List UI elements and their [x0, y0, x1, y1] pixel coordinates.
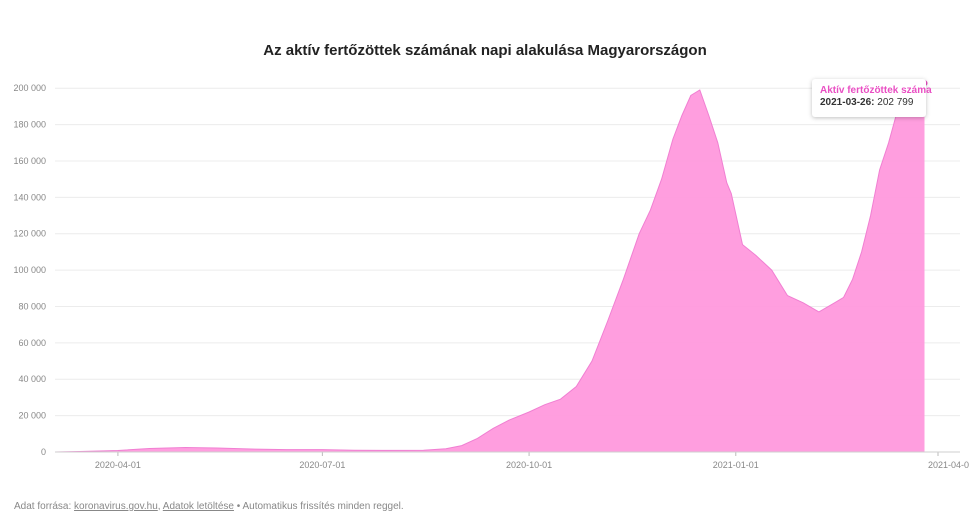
tooltip-date: 2021-03-26: — [820, 97, 875, 108]
x-tick-label: 2020-07-01 — [299, 460, 345, 470]
footer-sep: , — [157, 501, 163, 512]
y-tick-label: 60 000 — [18, 338, 46, 348]
x-axis-ticks: 2020-04-01 2020-07-01 2020-10-01 2021-01-01… — [95, 452, 969, 470]
tooltip-value: 202 799 — [877, 97, 914, 108]
tooltip-value-line: 2021-03-26: 202 799 — [820, 97, 918, 109]
footer-prefix: Adat forrása: — [14, 501, 75, 512]
chart-title: Az aktív fertőzöttek számának napi alaku… — [263, 42, 707, 59]
x-tick-label: 2021-01-01 — [713, 460, 759, 470]
y-tick-label: 160 000 — [13, 156, 46, 166]
tooltip: Aktív fertőzöttek száma 2021-03-26: 202 … — [812, 79, 932, 117]
y-tick-label: 0 — [41, 447, 46, 457]
tooltip-series-name: Aktív fertőzöttek száma — [820, 85, 932, 96]
y-tick-label: 100 000 — [13, 265, 46, 275]
source-link[interactable]: koronavirus.gov.hu — [74, 501, 158, 512]
footer-suffix: • Automatikus frissítés minden reggel. — [233, 501, 404, 512]
y-tick-label: 120 000 — [13, 229, 46, 239]
y-axis-ticks: 0 20 000 40 000 60 000 80 000 100 000 120 000 1… — [13, 83, 46, 457]
y-tick-label: 140 000 — [13, 192, 46, 202]
series-area-active-infected[interactable] — [55, 83, 925, 452]
y-tick-label: 180 000 — [13, 120, 46, 130]
download-data-link[interactable]: Adatok letöltése — [162, 501, 234, 512]
footer-source: Adat forrása: koronavirus.gov.hu, Adatok… — [14, 501, 404, 512]
y-tick-label: 200 000 — [13, 83, 46, 93]
y-tick-label: 20 000 — [18, 411, 46, 421]
x-tick-label: 2020-04-01 — [95, 460, 141, 470]
y-tick-label: 80 000 — [18, 301, 46, 311]
y-tick-label: 40 000 — [18, 374, 46, 384]
x-tick-label: 2020-10-01 — [506, 460, 552, 470]
series-line-active-infected — [54, 82, 925, 453]
x-tick-label: 2021-04-0 — [928, 460, 969, 470]
